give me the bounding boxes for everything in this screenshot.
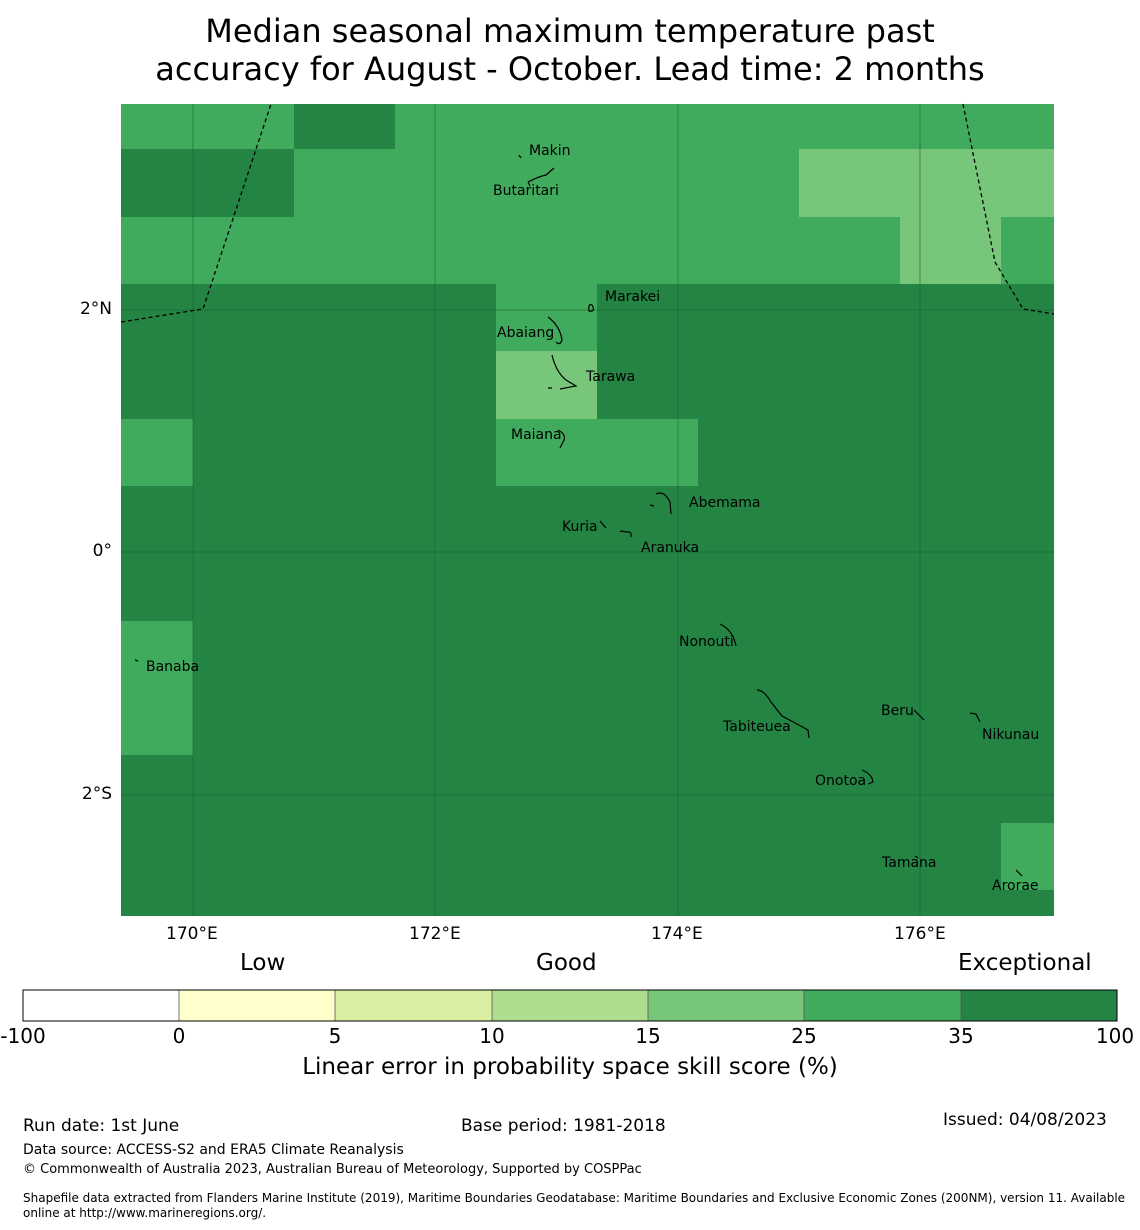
place-label-banaba: Banaba bbox=[146, 659, 199, 675]
place-label-tabiteuea: Tabiteuea bbox=[722, 719, 791, 735]
island-marakei bbox=[588, 304, 595, 312]
colorbar-tick: 10 bbox=[479, 1024, 505, 1048]
island-aranuka bbox=[619, 530, 632, 538]
colorbar-category-low: Low bbox=[240, 950, 286, 976]
skill-grid bbox=[121, 104, 1054, 916]
lon-tick-176e: 176°E bbox=[894, 924, 946, 944]
lon-tick-174e: 174°E bbox=[651, 924, 703, 944]
colorbar-bin-neg100-0 bbox=[23, 990, 179, 1021]
island-nikunau bbox=[969, 712, 981, 723]
colorbar-tick: 100 bbox=[1095, 1024, 1135, 1048]
copyright-notice: © Commonwealth of Australia 2023, Austra… bbox=[23, 1162, 642, 1177]
colorbar-tick: 25 bbox=[791, 1024, 817, 1048]
data-source: Data source: ACCESS-S2 and ERA5 Climate … bbox=[23, 1142, 404, 1158]
colorbar-frame bbox=[22, 989, 1118, 1022]
grid-cell bbox=[395, 104, 1054, 149]
colorbar-bin-25-35 bbox=[804, 990, 961, 1021]
island-makin bbox=[518, 154, 522, 159]
grid-cell bbox=[1001, 217, 1054, 284]
grid-cell bbox=[799, 149, 1054, 217]
place-label-marakei: Marakei bbox=[605, 289, 660, 305]
eez-boundary-west bbox=[120, 103, 272, 323]
island-tamana bbox=[914, 855, 919, 859]
grid-cell bbox=[496, 419, 698, 486]
map-title-line-1: Median seasonal maximum temperature past bbox=[205, 12, 935, 50]
island-butaritari bbox=[527, 167, 555, 187]
grid-cell bbox=[121, 104, 294, 149]
colorbar-tick: -100 bbox=[0, 1024, 46, 1048]
island-tabiteuea bbox=[756, 689, 810, 739]
island-arorae bbox=[1015, 869, 1023, 877]
colorbar-bin-15-25 bbox=[648, 990, 804, 1021]
place-label-makin: Makin bbox=[529, 143, 571, 159]
colorbar-tick: 5 bbox=[328, 1024, 342, 1048]
place-label-tamana: Tamana bbox=[881, 855, 936, 871]
colorbar bbox=[22, 989, 1118, 1022]
colorbar-tick: 15 bbox=[635, 1024, 661, 1048]
place-labels: Makin Butaritari Marakei Abaiang Tarawa … bbox=[146, 143, 1039, 894]
lon-tick-172e: 172°E bbox=[409, 924, 461, 944]
lon-tick-170e: 170°E bbox=[166, 924, 218, 944]
colorbar-tick: 35 bbox=[948, 1024, 974, 1048]
run-date: Run date: 1st June bbox=[23, 1116, 180, 1136]
colorbar-bin-5-10 bbox=[335, 990, 492, 1021]
place-label-aranuka: Aranuka bbox=[641, 540, 699, 556]
place-label-beru: Beru bbox=[881, 703, 914, 719]
place-label-butaritari: Butaritari bbox=[493, 183, 559, 199]
shapefile-credit: Shapefile data extracted from Flanders M… bbox=[23, 1191, 1126, 1220]
graticule bbox=[121, 104, 1054, 916]
island-maiana bbox=[557, 429, 565, 449]
colorbar-bin-35-100 bbox=[961, 990, 1117, 1021]
place-label-nonouti: Nonouti bbox=[679, 634, 734, 650]
island-tarawa bbox=[548, 354, 578, 390]
colorbar-category-good: Good bbox=[536, 950, 597, 976]
lat-tick-0: 0° bbox=[92, 541, 112, 561]
island-onotoa bbox=[861, 769, 874, 785]
island-banaba bbox=[134, 659, 139, 662]
island-abaiang bbox=[547, 316, 563, 345]
place-label-maiana: Maiana bbox=[511, 427, 562, 443]
colorbar-category-exceptional: Exceptional bbox=[958, 950, 1092, 976]
place-label-kuria: Kuria bbox=[562, 519, 598, 535]
grid-cell bbox=[121, 419, 193, 486]
map-title: Median seasonal maximum temperature past… bbox=[0, 12, 1140, 88]
colorbar-dividers bbox=[178, 990, 962, 1021]
island-outlines bbox=[134, 154, 1023, 877]
place-label-nikunau: Nikunau bbox=[982, 727, 1039, 743]
colorbar-bin-10-15 bbox=[492, 990, 648, 1021]
colorbar-label: Linear error in probability space skill … bbox=[302, 1054, 838, 1080]
place-label-onotoa: Onotoa bbox=[815, 773, 866, 789]
grid-cell bbox=[294, 149, 799, 217]
grid-cell bbox=[496, 351, 597, 419]
grid-cell bbox=[496, 284, 597, 351]
eez-boundary-east bbox=[962, 103, 1055, 315]
place-label-abaiang: Abaiang bbox=[497, 325, 554, 341]
map-title-line-2: accuracy for August - October. Lead time… bbox=[155, 50, 985, 88]
lat-tick-2n: 2°N bbox=[79, 299, 112, 319]
place-label-tarawa: Tarawa bbox=[585, 369, 635, 385]
issued-date: Issued: 04/08/2023 bbox=[943, 1110, 1107, 1130]
colorbar-bin-0-5 bbox=[179, 990, 335, 1021]
base-period: Base period: 1981-2018 bbox=[461, 1116, 666, 1136]
island-nonouti bbox=[719, 623, 737, 647]
island-kuria bbox=[599, 520, 607, 529]
grid-cell bbox=[900, 217, 1001, 284]
island-beru bbox=[913, 709, 925, 721]
place-label-abemama: Abemama bbox=[689, 495, 761, 511]
lat-tick-2s: 2°S bbox=[81, 784, 112, 804]
eez-boundaries bbox=[120, 103, 1055, 323]
grid-cell bbox=[121, 217, 900, 284]
colorbar-tick: 0 bbox=[172, 1024, 186, 1048]
island-abemama bbox=[649, 492, 672, 515]
place-label-arorae: Arorae bbox=[992, 878, 1039, 894]
grid-cell bbox=[121, 621, 193, 755]
grid-cell bbox=[1001, 823, 1054, 890]
